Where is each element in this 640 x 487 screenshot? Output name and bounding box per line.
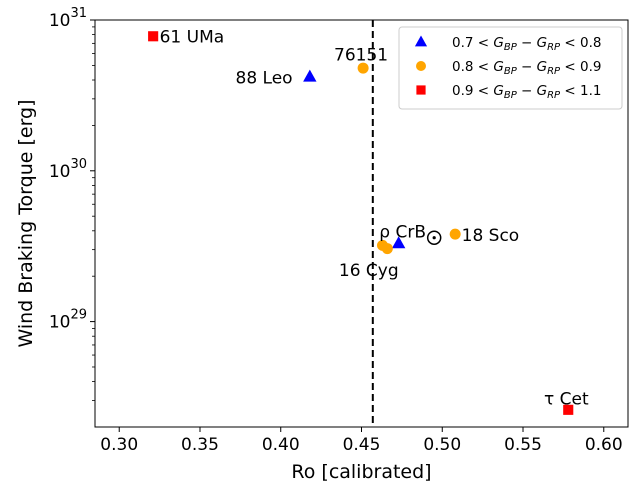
point-annotation: ρ CrB bbox=[379, 223, 426, 243]
y-axis-label: Wind Braking Torque [erg] bbox=[15, 99, 37, 347]
legend-marker-triangle bbox=[414, 35, 428, 47]
x-tick-label: 0.35 bbox=[181, 435, 219, 455]
x-tick-label: 0.60 bbox=[585, 435, 623, 455]
x-axis-label: Ro [calibrated] bbox=[291, 461, 431, 483]
y-tick-label: 1029 bbox=[49, 308, 87, 333]
legend-label: 0.8 < GBP − GRP < 0.9 bbox=[452, 59, 601, 77]
legend-marker-circle bbox=[416, 61, 426, 71]
legend-label: 0.9 < GBP − GRP < 1.1 bbox=[452, 83, 601, 101]
x-tick-label: 0.30 bbox=[100, 435, 138, 455]
sun-symbol-dot bbox=[432, 236, 436, 240]
y-tick-label: 1031 bbox=[49, 6, 87, 31]
point-annotation: 61 UMa bbox=[160, 27, 225, 47]
legend: 0.7 < GBP − GRP < 0.8 0.8 < GBP − GRP < 0… bbox=[398, 26, 623, 110]
point-annotation: 76151 bbox=[334, 46, 388, 66]
x-tick-label: 0.50 bbox=[423, 435, 461, 455]
data-point-square bbox=[148, 31, 159, 42]
data-point-triangle bbox=[303, 69, 317, 82]
sun-symbol-ring bbox=[426, 230, 442, 245]
data-point-circle bbox=[449, 228, 461, 240]
legend-label: 0.7 < GBP − GRP < 0.8 bbox=[452, 35, 601, 53]
point-annotation: 18 Sco bbox=[462, 226, 520, 246]
annotation-layer: 61 UMa 76151 88 Leo ρ CrB 18 Sco 16 Cyg τ Cet bbox=[160, 27, 589, 409]
tick-layer: 0.30 0.35 0.40 0.45 0.50 0.55 0.60 1029 1030 1031 bbox=[49, 6, 623, 455]
points-layer bbox=[148, 31, 574, 415]
point-annotation: 16 Cyg bbox=[339, 261, 399, 281]
point-annotation: 88 Leo bbox=[236, 69, 293, 89]
data-point-circle bbox=[357, 62, 369, 74]
legend-marker-square bbox=[416, 85, 426, 95]
legend-box bbox=[398, 26, 623, 110]
x-tick-label: 0.40 bbox=[262, 435, 300, 455]
point-annotation: τ Cet bbox=[544, 389, 589, 409]
x-tick-label: 0.55 bbox=[504, 435, 542, 455]
x-tick-label: 0.45 bbox=[343, 435, 381, 455]
data-point-triangle bbox=[391, 236, 406, 249]
plot-frame bbox=[94, 19, 629, 428]
data-point-square bbox=[563, 404, 574, 415]
y-tick-label: 1030 bbox=[49, 157, 87, 182]
data-point-circle bbox=[381, 243, 393, 255]
